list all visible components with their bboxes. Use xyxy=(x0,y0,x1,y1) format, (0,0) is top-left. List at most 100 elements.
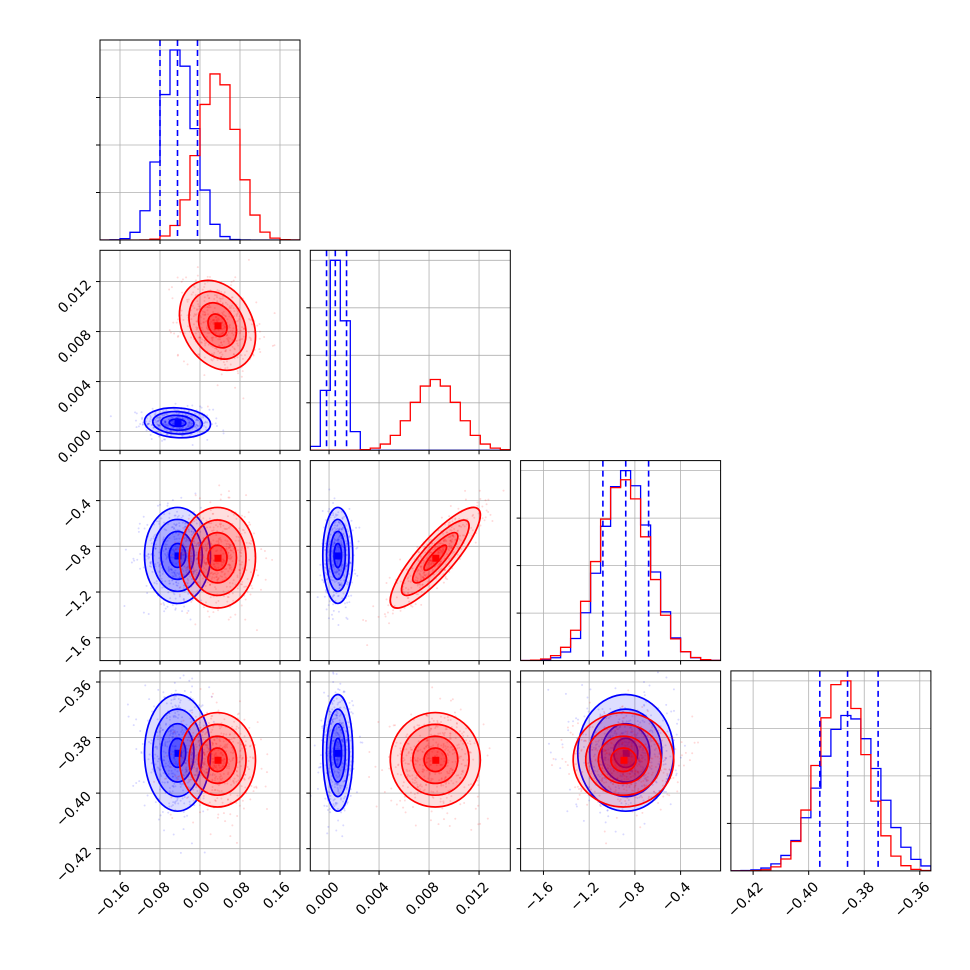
sample-point xyxy=(407,588,410,591)
sample-point xyxy=(430,562,433,565)
sample-point xyxy=(200,322,203,325)
sample-point xyxy=(205,731,208,734)
sample-point xyxy=(221,327,224,330)
sample-point xyxy=(394,745,397,748)
sample-point xyxy=(198,804,201,807)
sample-point xyxy=(173,745,176,748)
sample-point xyxy=(164,765,167,768)
sample-point xyxy=(399,742,402,745)
sample-point xyxy=(176,353,179,356)
sample-point xyxy=(436,750,439,753)
sample-point xyxy=(227,551,230,554)
sample-point xyxy=(219,740,222,743)
sample-point xyxy=(650,745,653,748)
sample-point xyxy=(176,515,179,518)
sample-point xyxy=(176,749,179,752)
sample-point xyxy=(420,568,423,571)
sample-point xyxy=(198,704,201,707)
sample-point xyxy=(211,778,214,781)
sample-point xyxy=(335,742,338,745)
sample-point xyxy=(427,742,430,745)
sample-point xyxy=(335,730,338,733)
sample-point xyxy=(215,331,218,334)
sample-point xyxy=(135,412,138,415)
contour-1 xyxy=(389,506,482,609)
sample-point xyxy=(203,314,206,317)
sample-point xyxy=(249,744,252,747)
sample-point xyxy=(184,540,187,543)
sample-point xyxy=(220,570,223,573)
sample-point xyxy=(193,542,196,545)
sample-point xyxy=(164,607,167,610)
sample-point xyxy=(203,559,206,562)
sample-point xyxy=(156,420,159,423)
sample-point xyxy=(447,759,450,762)
sample-point xyxy=(190,422,193,425)
sample-point xyxy=(170,568,173,571)
sample-point xyxy=(345,764,348,767)
sample-point xyxy=(230,280,233,283)
sample-point xyxy=(206,581,209,584)
sample-point xyxy=(169,729,172,732)
sample-point xyxy=(183,815,186,818)
sample-point xyxy=(240,549,243,552)
sample-point xyxy=(166,425,169,428)
sample-point xyxy=(411,591,414,594)
y-tick-label: −0.8 xyxy=(59,542,94,577)
sample-point xyxy=(164,420,167,423)
sample-point xyxy=(204,771,207,774)
sample-point xyxy=(183,590,186,593)
sample-point xyxy=(438,548,441,551)
sample-point xyxy=(220,575,223,578)
sample-point xyxy=(422,569,425,572)
sample-point xyxy=(208,573,211,576)
sample-point xyxy=(430,727,433,730)
sample-point xyxy=(169,730,172,733)
sample-point xyxy=(313,744,316,747)
sample-point xyxy=(604,821,607,824)
sample-point xyxy=(340,542,343,545)
sample-point xyxy=(422,764,425,767)
sample-point xyxy=(390,787,393,790)
sample-point xyxy=(333,798,336,801)
sample-point xyxy=(188,330,191,333)
sample-point xyxy=(399,749,402,752)
sample-point xyxy=(462,734,465,737)
sample-point xyxy=(195,544,198,547)
sample-point xyxy=(343,579,346,582)
sample-point xyxy=(232,353,235,356)
sample-point xyxy=(158,565,161,568)
sample-point xyxy=(165,547,168,550)
sample-point xyxy=(442,548,445,551)
sample-point xyxy=(461,771,464,774)
sample-point xyxy=(421,583,424,586)
sample-point xyxy=(416,584,419,587)
sample-point xyxy=(206,547,209,550)
sample-point xyxy=(218,338,221,341)
sample-point xyxy=(174,745,177,748)
sample-point xyxy=(196,424,199,427)
sample-point xyxy=(201,730,204,733)
sample-point xyxy=(190,560,193,563)
sample-point xyxy=(228,567,231,570)
sample-point xyxy=(135,426,138,429)
sample-point xyxy=(665,749,668,752)
sample-point xyxy=(469,742,472,745)
sample-point xyxy=(431,795,434,798)
sample-point xyxy=(145,429,148,432)
sample-point xyxy=(422,572,425,575)
sample-point xyxy=(218,775,221,778)
sample-point xyxy=(233,737,236,740)
sample-point xyxy=(185,430,188,433)
sample-point xyxy=(445,540,448,543)
sample-point xyxy=(333,538,336,541)
sample-point xyxy=(230,284,233,287)
sample-point xyxy=(337,548,340,551)
sample-point xyxy=(335,710,338,713)
sample-point xyxy=(418,763,421,766)
sample-point xyxy=(221,530,224,533)
sample-point xyxy=(183,526,186,529)
sample-point xyxy=(152,535,155,538)
sample-point xyxy=(204,344,207,347)
sample-point xyxy=(172,698,175,701)
